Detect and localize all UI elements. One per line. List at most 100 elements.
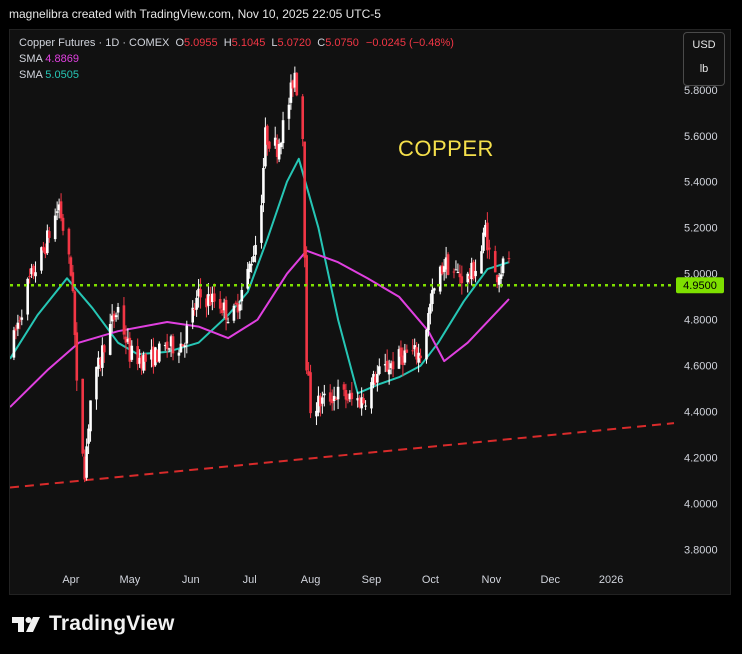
ohlc-row: Copper Futures · 1D · COMEX O5.0955 H5.1… — [19, 35, 454, 51]
candle-body — [114, 315, 118, 318]
candle-body — [458, 273, 462, 278]
candle-body — [360, 397, 363, 409]
candle-body — [336, 386, 340, 400]
sma-slow-legend[interactable]: SMA 4.8869 — [19, 51, 454, 67]
low-label: L — [271, 37, 278, 49]
candle-body — [128, 337, 132, 362]
candle-body — [144, 353, 147, 362]
candle-body — [358, 397, 361, 408]
candle-body — [169, 336, 173, 347]
sma-fast-label: SMA — [19, 69, 43, 81]
candle-body — [495, 274, 499, 283]
candle-body — [374, 376, 377, 384]
candle-body — [391, 361, 395, 370]
x-tick-label: Nov — [482, 574, 502, 586]
candle-body — [205, 298, 208, 308]
candle-body — [83, 456, 86, 480]
candle-body — [419, 355, 422, 359]
x-tick-label: 2026 — [599, 574, 623, 586]
candle-body — [268, 141, 271, 149]
y-tick-label: 5.4000 — [684, 177, 718, 189]
x-tick-label: Apr — [62, 574, 79, 586]
candle-body — [252, 256, 255, 262]
candle-body — [197, 288, 200, 297]
y-tick-label: 4.2000 — [684, 453, 718, 465]
price-badge — [676, 277, 724, 294]
sma-slow-value: 4.8869 — [45, 53, 79, 65]
high-value: 5.1045 — [231, 37, 266, 49]
candle-body — [493, 251, 497, 273]
y-tick-label: 5.6000 — [684, 131, 718, 143]
y-tick-label: 4.4000 — [684, 407, 718, 419]
candle-body — [342, 384, 346, 390]
y-tick-label: 3.8000 — [684, 545, 718, 557]
candle-body — [454, 269, 458, 271]
candle-body — [281, 120, 285, 144]
unit-selector[interactable]: USD lb — [683, 32, 725, 86]
tradingview-brand[interactable]: TradingView — [11, 612, 175, 636]
candle-body — [154, 347, 157, 366]
candle-body — [224, 299, 228, 320]
candle-body — [303, 141, 306, 258]
candle-body — [30, 268, 33, 275]
candle-body — [362, 398, 365, 404]
tradingview-logo-icon — [12, 617, 40, 632]
candle-body — [163, 345, 167, 347]
candle-body — [55, 211, 59, 213]
candle-body — [150, 349, 153, 360]
high-label: H — [223, 37, 232, 49]
x-tick-label: Oct — [422, 574, 439, 586]
candle-body — [89, 400, 92, 432]
candle-body — [85, 446, 88, 478]
chart-area[interactable]: 3.8000 4.0000 4.2000 4.4000 4.6000 4.8000 5.00… — [9, 29, 731, 595]
candle-body — [452, 271, 456, 273]
candle-body — [112, 313, 116, 320]
candle-body — [130, 345, 134, 360]
candle-body — [344, 390, 348, 400]
chart-caption: magnelibra created with TradingView.com,… — [9, 7, 381, 21]
sma-fast-legend[interactable]: SMA 5.0505 — [19, 67, 454, 83]
sma-slow-line — [10, 249, 510, 408]
x-tick-label: Aug — [301, 574, 321, 586]
currency-label[interactable]: USD — [692, 39, 716, 51]
change-value: −0.0245 (−0.48%) — [365, 37, 454, 49]
sma-slow-label: SMA — [19, 53, 43, 65]
low-value: 5.0720 — [277, 37, 312, 49]
candle-body — [438, 266, 442, 292]
candle-body — [126, 338, 130, 342]
price-chart[interactable]: 3.80004.00004.20004.40004.60004.80005.00… — [10, 30, 731, 595]
candle-body — [122, 305, 126, 335]
candle-body — [446, 254, 450, 275]
candle-body — [240, 289, 244, 302]
candle-body — [69, 257, 73, 276]
candle-body — [191, 307, 194, 323]
candle-body — [383, 364, 387, 366]
candle-body — [14, 328, 18, 331]
candle-body — [28, 275, 31, 277]
candle-body — [165, 341, 169, 349]
candle-body — [293, 72, 297, 88]
candle-body — [364, 405, 367, 407]
candle-body — [250, 264, 253, 266]
candle-body — [236, 303, 240, 313]
candle-body — [138, 357, 141, 364]
candle-body — [470, 262, 473, 280]
y-tick-label: 5.2000 — [684, 223, 718, 235]
x-tick-label: Sep — [362, 574, 382, 586]
candle-body — [385, 360, 389, 372]
candle-body — [260, 205, 263, 243]
candle-body — [87, 428, 90, 444]
candle-body — [44, 247, 47, 255]
candle-body — [136, 346, 139, 365]
candle-body — [319, 396, 322, 407]
candle-body — [195, 297, 198, 310]
candle-body — [193, 308, 196, 311]
candle-body — [207, 294, 210, 306]
candle-body — [246, 268, 250, 289]
candle-body — [73, 291, 77, 336]
unit-label[interactable]: lb — [699, 63, 709, 75]
x-tick-label: Jun — [182, 574, 200, 586]
candle-body — [507, 258, 511, 260]
candle-body — [309, 372, 312, 414]
candle-body — [291, 80, 295, 89]
